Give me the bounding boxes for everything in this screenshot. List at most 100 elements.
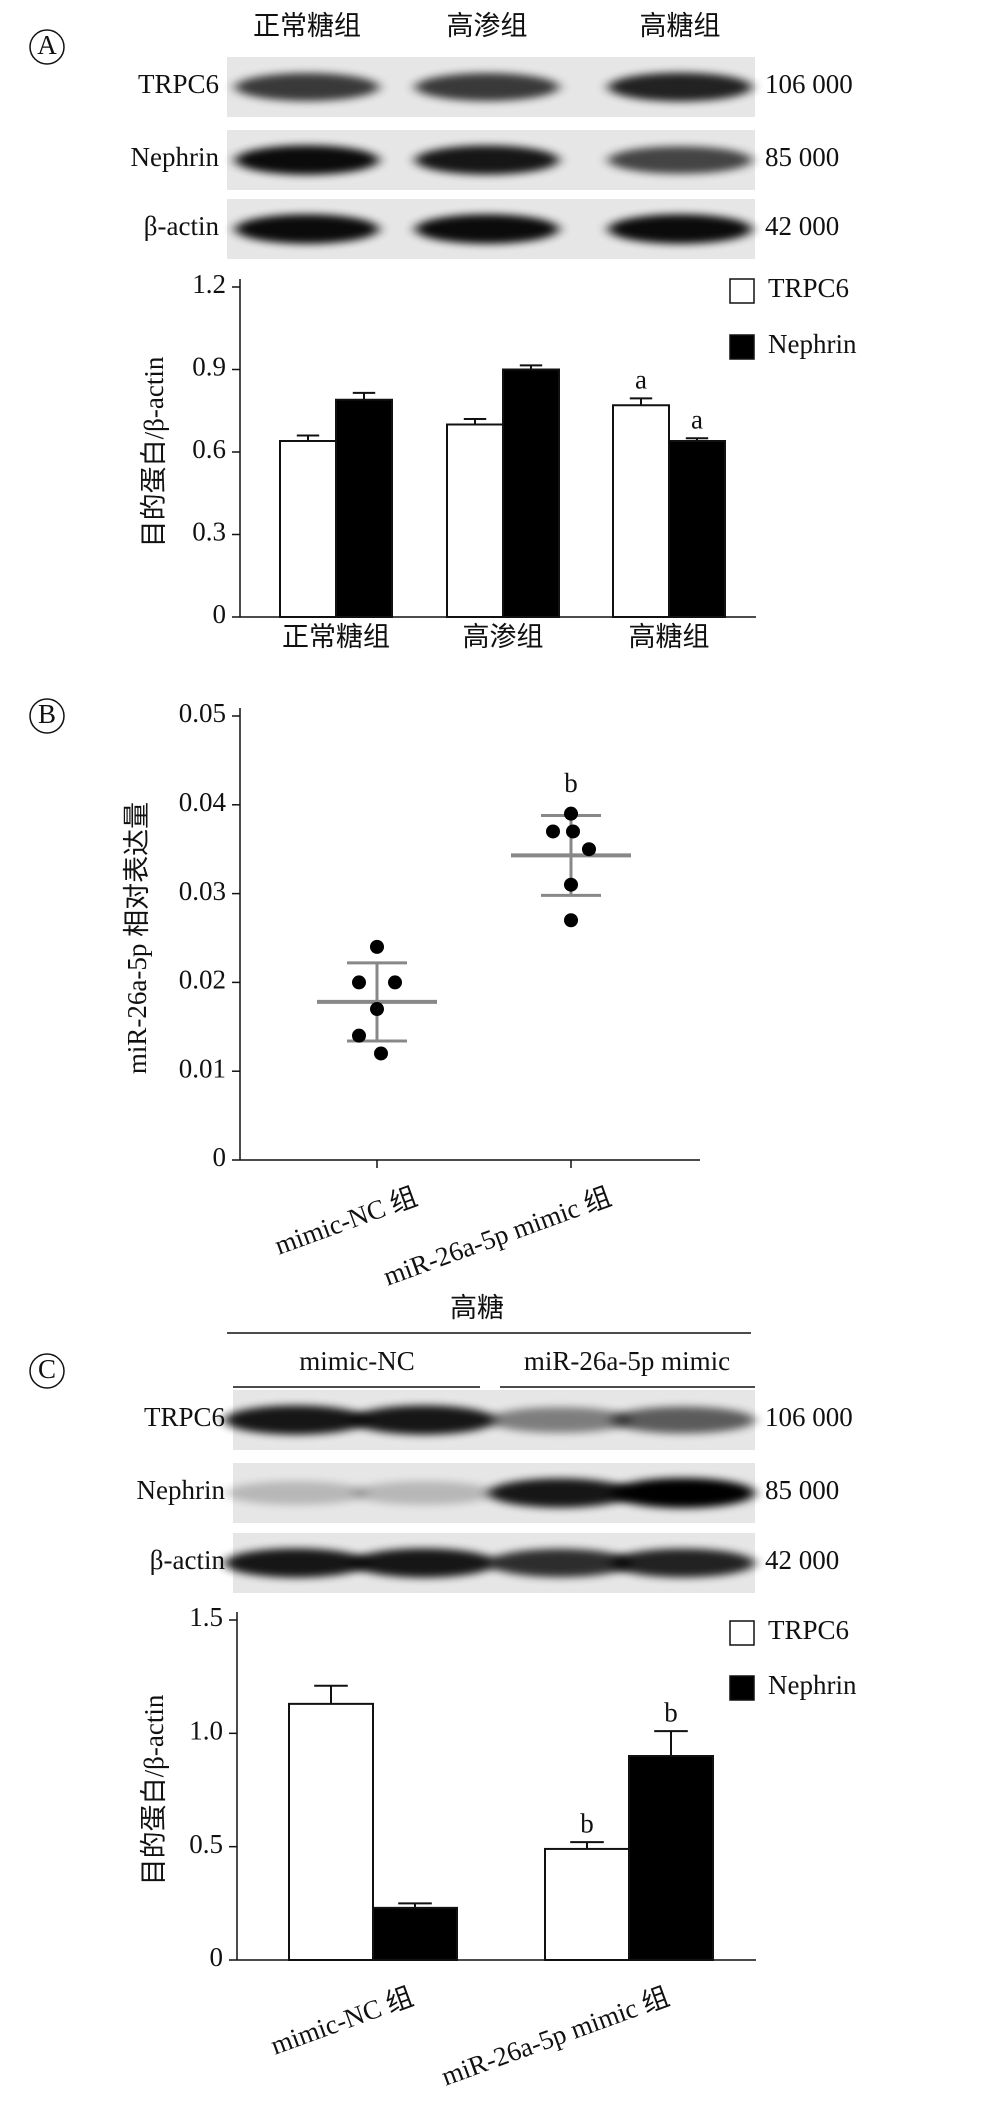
y-tick-label: 0.03 (179, 876, 226, 906)
y-tick-label: 0.6 (192, 434, 226, 464)
legend-label: Nephrin (768, 1670, 857, 1700)
y-tick-label: 1.2 (192, 269, 226, 299)
y-axis-label: miR-26a-5p 相对表达量 (122, 802, 152, 1074)
molecular-weight: 42 000 (765, 211, 839, 241)
protein-label: Nephrin (131, 142, 220, 172)
bar (446, 423, 504, 618)
lane-label: 高渗组 (447, 11, 528, 41)
significance-label: b (564, 768, 578, 798)
legend-swatch (729, 1675, 755, 1701)
bar (279, 440, 337, 618)
y-tick-label: 0.02 (179, 965, 226, 995)
y-tick-label: 0.9 (192, 352, 226, 382)
group-label: mimic-NC (299, 1346, 415, 1376)
significance-label: b (580, 1808, 594, 1838)
y-tick-label: 0.01 (179, 1053, 226, 1083)
blot-band (608, 214, 752, 244)
blot-band (608, 146, 752, 174)
y-tick-label: 0.3 (192, 517, 226, 547)
blot-band (488, 1478, 632, 1508)
blot-band (488, 1407, 632, 1433)
x-tick-label: miR-26a-5p mimic 组 (437, 1981, 673, 2091)
legend-swatch (729, 334, 755, 360)
blot-band (415, 145, 559, 175)
legend-label: TRPC6 (768, 1615, 849, 1645)
panel-circle (29, 29, 65, 65)
protein-label: β-actin (144, 211, 220, 241)
data-point (564, 913, 578, 928)
lane-label: 正常糖组 (253, 11, 361, 41)
x-tick-label: mimic-NC 组 (267, 1981, 418, 2060)
legend-label: Nephrin (768, 329, 857, 359)
data-point (352, 975, 366, 990)
y-axis-label: 目的蛋白/β-actin (139, 1694, 169, 1885)
blot-header: 高糖 (450, 1293, 504, 1323)
blot-band (611, 1478, 755, 1508)
x-tick-label: mimic-NC 组 (271, 1181, 422, 1260)
panel-label: B (38, 699, 56, 729)
molecular-weight: 106 000 (765, 1402, 853, 1432)
bar (288, 1702, 374, 1962)
data-point (352, 1028, 366, 1043)
y-tick-label: 0.04 (179, 787, 227, 817)
y-tick-label: 0 (213, 1142, 227, 1172)
y-tick-label: 0 (210, 1942, 224, 1972)
bar (544, 1847, 630, 1962)
data-point (564, 877, 578, 892)
blot-band (235, 73, 379, 101)
blot-band (611, 1406, 755, 1434)
blot-band (352, 1405, 496, 1435)
blot-band (352, 1548, 496, 1578)
panel-label: A (37, 30, 57, 60)
blot-band (415, 73, 559, 101)
protein-label: Nephrin (137, 1475, 226, 1505)
x-tick-label: 高渗组 (463, 622, 544, 652)
blot-band (488, 1548, 632, 1578)
protein-label: TRPC6 (138, 69, 219, 99)
y-tick-label: 1.5 (189, 1602, 223, 1632)
bar (612, 404, 670, 618)
molecular-weight: 85 000 (765, 142, 839, 172)
significance-label: a (635, 365, 647, 395)
data-point (566, 824, 580, 839)
x-tick-label: 高糖组 (629, 622, 710, 652)
blot-band (224, 1481, 368, 1505)
panel-circle (29, 698, 65, 734)
legend-swatch (729, 278, 755, 304)
data-point (370, 1002, 384, 1017)
data-point (582, 842, 596, 857)
blot-band (235, 214, 379, 244)
legend-label: TRPC6 (768, 273, 849, 303)
blot-band (352, 1481, 496, 1505)
bar (628, 1755, 714, 1961)
molecular-weight: 42 000 (765, 1545, 839, 1575)
y-tick-label: 0.05 (179, 698, 226, 728)
group-label: miR-26a-5p mimic (524, 1346, 730, 1376)
data-point (564, 806, 578, 821)
blot-band (608, 72, 752, 102)
bar (372, 1906, 458, 1962)
x-tick-label: 正常糖组 (282, 622, 390, 652)
molecular-weight: 106 000 (765, 69, 853, 99)
significance-label: b (664, 1697, 678, 1727)
blot-band (224, 1405, 368, 1435)
y-tick-label: 0 (213, 599, 227, 629)
y-tick-label: 0.5 (189, 1829, 223, 1859)
data-point (546, 824, 560, 839)
panel-label: C (38, 1354, 56, 1384)
blot-band (415, 214, 559, 244)
bar (668, 440, 726, 618)
bar (502, 368, 560, 618)
y-axis-label: 目的蛋白/β-actin (139, 356, 169, 547)
lane-label: 高糖组 (640, 11, 721, 41)
legend-swatch (729, 1620, 755, 1646)
data-point (374, 1046, 388, 1061)
blot-band (611, 1548, 755, 1578)
data-point (370, 939, 384, 954)
significance-label: a (691, 404, 703, 434)
bar (335, 398, 393, 618)
panel-circle (29, 1353, 65, 1389)
protein-label: TRPC6 (144, 1402, 225, 1432)
molecular-weight: 85 000 (765, 1475, 839, 1505)
